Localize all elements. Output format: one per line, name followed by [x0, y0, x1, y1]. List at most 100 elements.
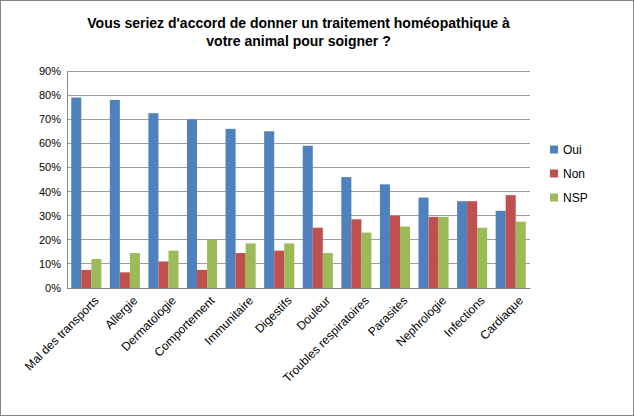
bar	[303, 146, 313, 288]
y-tick: 10%	[39, 258, 67, 270]
legend-item: NSP	[550, 191, 588, 205]
x-tick: Cardiaque	[477, 293, 526, 342]
bar-series	[91, 217, 525, 288]
y-tick: 60%	[39, 137, 67, 149]
bar	[418, 198, 428, 288]
y-tick-label: 30%	[39, 210, 61, 222]
x-tick-label: Allergie	[102, 293, 140, 331]
x-tick-label: Cardiaque	[477, 293, 526, 342]
y-tick-label: 50%	[39, 161, 61, 173]
chart: Vous seriez d'accord de donner un traite…	[0, 0, 634, 416]
y-tick: 20%	[39, 234, 67, 246]
bar	[516, 222, 526, 288]
bar	[284, 243, 294, 288]
bar	[274, 251, 284, 288]
bar	[187, 119, 197, 288]
grid-line	[67, 95, 530, 96]
x-tick: Allergie	[102, 293, 140, 331]
x-tick-label: Digestifs	[252, 294, 294, 336]
grid-line	[67, 191, 530, 192]
y-axis: 0% 10% 20% 30% 40% 50% 60% 70% 80% 90%	[39, 65, 68, 294]
x-axis: Mal des transportsAllergieDermatologieCo…	[22, 289, 530, 386]
x-tick: Immunitaire	[202, 293, 256, 347]
y-tick-label: 70%	[39, 113, 61, 125]
bar	[400, 227, 410, 288]
x-tick-label: Mal des transports	[22, 294, 102, 374]
legend-swatch	[550, 194, 558, 202]
bar	[380, 184, 390, 288]
title: Vous seriez d'accord de donner un traite…	[87, 15, 510, 49]
y-tick: 0%	[45, 282, 67, 294]
y-tick-label: 40%	[39, 186, 61, 198]
y-tick: 90%	[39, 65, 67, 77]
x-tick: Nephrologie	[393, 293, 449, 349]
x-tick-label: Nephrologie	[393, 293, 449, 349]
x-tick: Digestifs	[252, 294, 294, 336]
bar	[439, 217, 449, 288]
legend-label: Non	[563, 167, 585, 181]
bar	[477, 228, 487, 288]
bar	[148, 113, 158, 288]
x-tick: Mal des transports	[22, 294, 102, 374]
x-tick-label: Troubles respiratoires	[280, 294, 372, 386]
legend-item: Oui	[550, 143, 582, 157]
legend-label: Oui	[563, 143, 582, 157]
y-tick-label: 10%	[39, 258, 61, 270]
bar	[110, 100, 120, 288]
legend-label: NSP	[563, 191, 588, 205]
y-tick-label: 20%	[39, 234, 61, 246]
bar	[71, 98, 81, 288]
bar	[197, 270, 207, 288]
bar-series	[81, 195, 515, 288]
y-tick: 40%	[39, 186, 67, 198]
x-axis-line	[68, 288, 531, 289]
bar	[429, 217, 439, 288]
legend: Oui Non NSP	[550, 143, 588, 205]
y-tick-label: 90%	[39, 65, 61, 77]
bar	[168, 251, 178, 288]
y-tick-label: 0%	[45, 282, 61, 294]
grid	[67, 71, 530, 288]
bar	[313, 228, 323, 288]
bar	[246, 243, 256, 288]
bar	[467, 201, 477, 288]
bar	[323, 253, 333, 288]
legend-swatch	[550, 146, 558, 154]
legend-item: Non	[550, 167, 585, 181]
bar	[457, 201, 467, 288]
y-axis-line	[67, 72, 68, 289]
bar	[226, 129, 236, 288]
grid-line	[67, 143, 530, 144]
x-tick-label: Immunitaire	[202, 293, 256, 347]
bar-series	[71, 98, 505, 288]
bars	[71, 98, 526, 288]
bar	[120, 272, 130, 288]
bar	[351, 219, 361, 288]
bar	[264, 131, 274, 288]
y-tick: 30%	[39, 210, 67, 222]
x-tick-label: Comportement	[151, 293, 217, 359]
bar	[81, 270, 91, 288]
bar	[341, 177, 351, 288]
bar	[207, 240, 217, 288]
bar	[91, 259, 101, 288]
bar	[390, 216, 400, 288]
y-tick: 80%	[39, 89, 67, 101]
y-tick: 70%	[39, 113, 67, 125]
y-tick: 50%	[39, 161, 67, 173]
bar	[236, 253, 246, 288]
bar	[506, 195, 516, 288]
bar	[361, 233, 371, 288]
chart-frame	[1, 1, 634, 416]
bar	[130, 253, 140, 288]
grid-line	[67, 71, 530, 72]
legend-swatch	[550, 170, 558, 178]
x-tick: Troubles respiratoires	[280, 294, 372, 386]
grid-line	[67, 167, 530, 168]
x-tick: Comportement	[151, 293, 217, 359]
y-tick-label: 80%	[39, 89, 61, 101]
plot: 0% 10% 20% 30% 40% 50% 60% 70% 80% 90% Mal des tra…	[22, 65, 530, 385]
bar	[496, 211, 506, 288]
grid-line	[67, 119, 530, 120]
bar	[158, 261, 168, 288]
